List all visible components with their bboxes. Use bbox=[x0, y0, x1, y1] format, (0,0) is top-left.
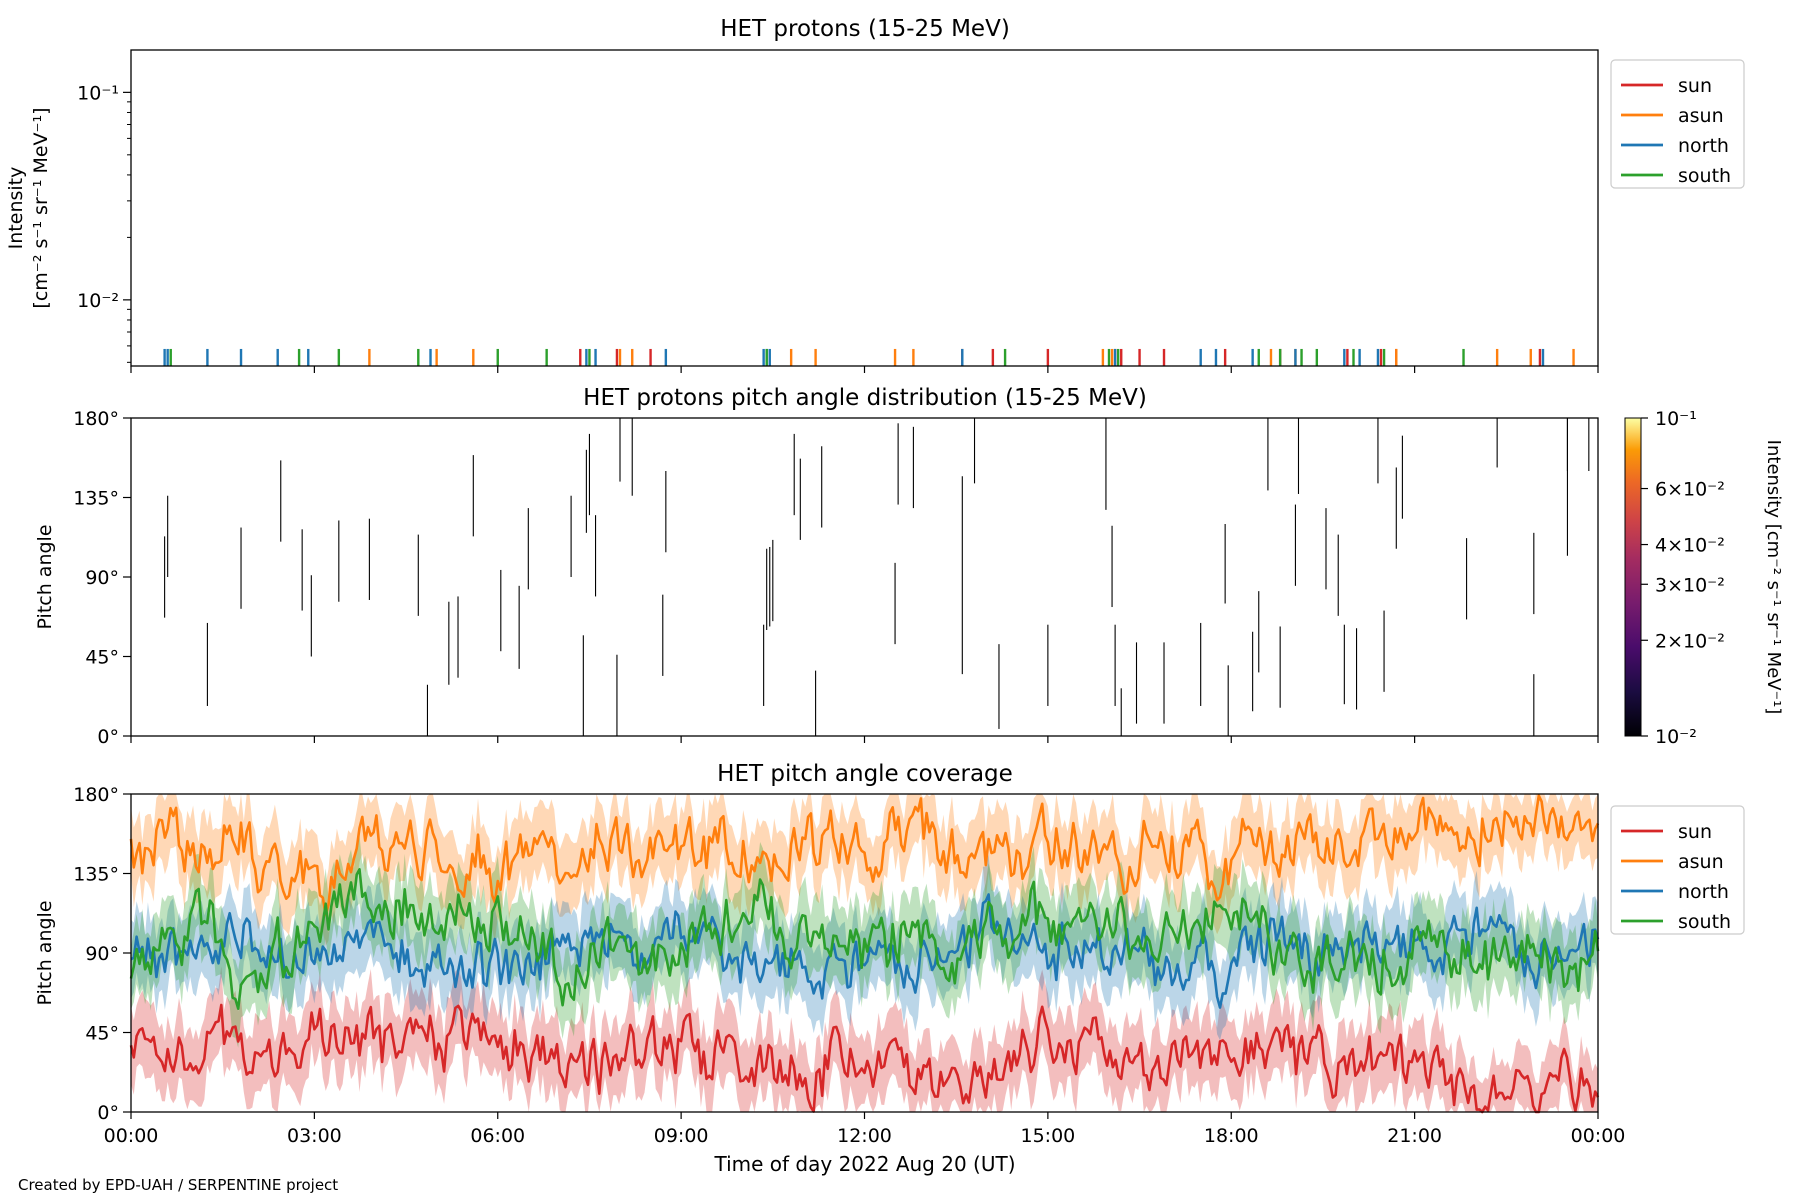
colorbar-tick-label: 10⁻² bbox=[1655, 726, 1697, 748]
panel1-legend: sun asun north south bbox=[1610, 59, 1745, 189]
panel3-x-ticks: 00:00 03:00 06:00 09:00 12:00 15:00 18:00 21:00… bbox=[104, 1112, 1626, 1147]
coverage-band-asun bbox=[131, 794, 1598, 946]
y-tick-label: 10⁻¹ bbox=[77, 82, 119, 104]
panel3-title: HET pitch angle coverage bbox=[717, 761, 1013, 787]
coverage-line-south bbox=[129, 868, 1600, 1010]
y-tick-label: 180° bbox=[73, 784, 119, 806]
y-tick-label: 135° bbox=[73, 488, 119, 510]
panel2-title: HET protons pitch angle distribution (15… bbox=[583, 385, 1147, 411]
coverage-line-sun bbox=[129, 1003, 1600, 1114]
colorbar-tick-label: 4×10⁻² bbox=[1655, 535, 1725, 557]
panel2-y-ticks: 0° 45° 90° 135° 180° bbox=[73, 408, 131, 748]
legend-label-sun: sun bbox=[1678, 75, 1712, 97]
panel2-ylabel: Pitch angle bbox=[34, 524, 56, 629]
panel1-plot-area bbox=[163, 348, 1575, 366]
panel1-title: HET protons (15-25 MeV) bbox=[720, 16, 1010, 42]
y-tick-label: 10⁻² bbox=[77, 290, 119, 312]
panel3-plot-area bbox=[129, 794, 1600, 1114]
legend-label-asun: asun bbox=[1678, 851, 1724, 873]
legend-label-north: north bbox=[1678, 135, 1729, 157]
y-tick-label: 0° bbox=[97, 726, 119, 748]
y-tick-label: 90° bbox=[85, 567, 119, 589]
colorbar-label: Intensity [cm⁻² s⁻¹ sr⁻¹ MeV⁻¹] bbox=[1763, 440, 1784, 715]
panel1-ylabel-line2: [cm⁻² s⁻¹ sr⁻¹ MeV⁻¹] bbox=[30, 107, 52, 308]
legend-label-sun: sun bbox=[1678, 821, 1712, 843]
panel3-legend: sun asun north south bbox=[1610, 805, 1745, 935]
colorbar-tick-label: 6×10⁻² bbox=[1655, 479, 1725, 501]
x-tick-label: 03:00 bbox=[287, 1125, 342, 1147]
legend-box bbox=[1610, 805, 1745, 935]
y-tick-label: 90° bbox=[85, 943, 119, 965]
legend-label-south: south bbox=[1678, 165, 1731, 187]
legend-label-north: north bbox=[1678, 881, 1729, 903]
panel-pad: HET protons pitch angle distribution (15… bbox=[34, 385, 1784, 748]
y-tick-label: 45° bbox=[85, 647, 119, 669]
colorbar bbox=[1624, 417, 1642, 737]
panel1-frame bbox=[130, 49, 1599, 367]
x-tick-label: 18:00 bbox=[1204, 1125, 1259, 1147]
panel2-plot-area bbox=[164, 418, 1590, 736]
colorbar-tick-label: 10⁻¹ bbox=[1655, 408, 1697, 430]
x-tick-label: 15:00 bbox=[1020, 1125, 1075, 1147]
legend-label-south: south bbox=[1678, 911, 1731, 933]
colorbar-ticks: 10⁻¹ 6×10⁻² 4×10⁻² 3×10⁻² 2×10⁻² 10⁻² bbox=[1641, 408, 1725, 748]
x-tick-label: 12:00 bbox=[837, 1125, 892, 1147]
colorbar-tick-label: 2×10⁻² bbox=[1655, 630, 1725, 652]
y-tick-label: 180° bbox=[73, 408, 119, 430]
x-tick-label: 06:00 bbox=[470, 1125, 525, 1147]
x-tick-label: 21:00 bbox=[1387, 1125, 1442, 1147]
x-tick-label: 09:00 bbox=[654, 1125, 709, 1147]
y-tick-label: 45° bbox=[85, 1023, 119, 1045]
coverage-line-asun bbox=[129, 794, 1600, 917]
y-tick-label: 135° bbox=[73, 864, 119, 886]
legend-box bbox=[1610, 59, 1745, 189]
x-tick-label: 00:00 bbox=[1571, 1125, 1626, 1147]
colorbar-tick-label: 3×10⁻² bbox=[1655, 574, 1725, 596]
credit-text: Created by EPD-UAH / SERPENTINE project bbox=[18, 1176, 339, 1194]
coverage-band-sun bbox=[131, 966, 1598, 1112]
panel1-ylabel-line1: Intensity bbox=[5, 167, 27, 250]
panel3-ylabel: Pitch angle bbox=[34, 900, 56, 1005]
panel-intensity: HET protons (15-25 MeV) 10⁻¹ 10⁻² Intensi… bbox=[5, 16, 1745, 373]
panel3-y-ticks: 0° 45° 90° 135° 180° bbox=[73, 784, 131, 1124]
panel1-x-ticks bbox=[130, 366, 1599, 373]
x-axis-label: Time of day 2022 Aug 20 (UT) bbox=[713, 1152, 1015, 1176]
panel2-x-ticks bbox=[130, 736, 1599, 743]
x-tick-label: 00:00 bbox=[104, 1125, 159, 1147]
legend-label-asun: asun bbox=[1678, 105, 1724, 127]
panel1-y-ticks: 10⁻¹ 10⁻² bbox=[77, 82, 131, 363]
y-tick-label: 0° bbox=[97, 1102, 119, 1124]
panel-coverage: HET pitch angle coverage 0° 45° 90° 135° 180… bbox=[34, 761, 1745, 1176]
